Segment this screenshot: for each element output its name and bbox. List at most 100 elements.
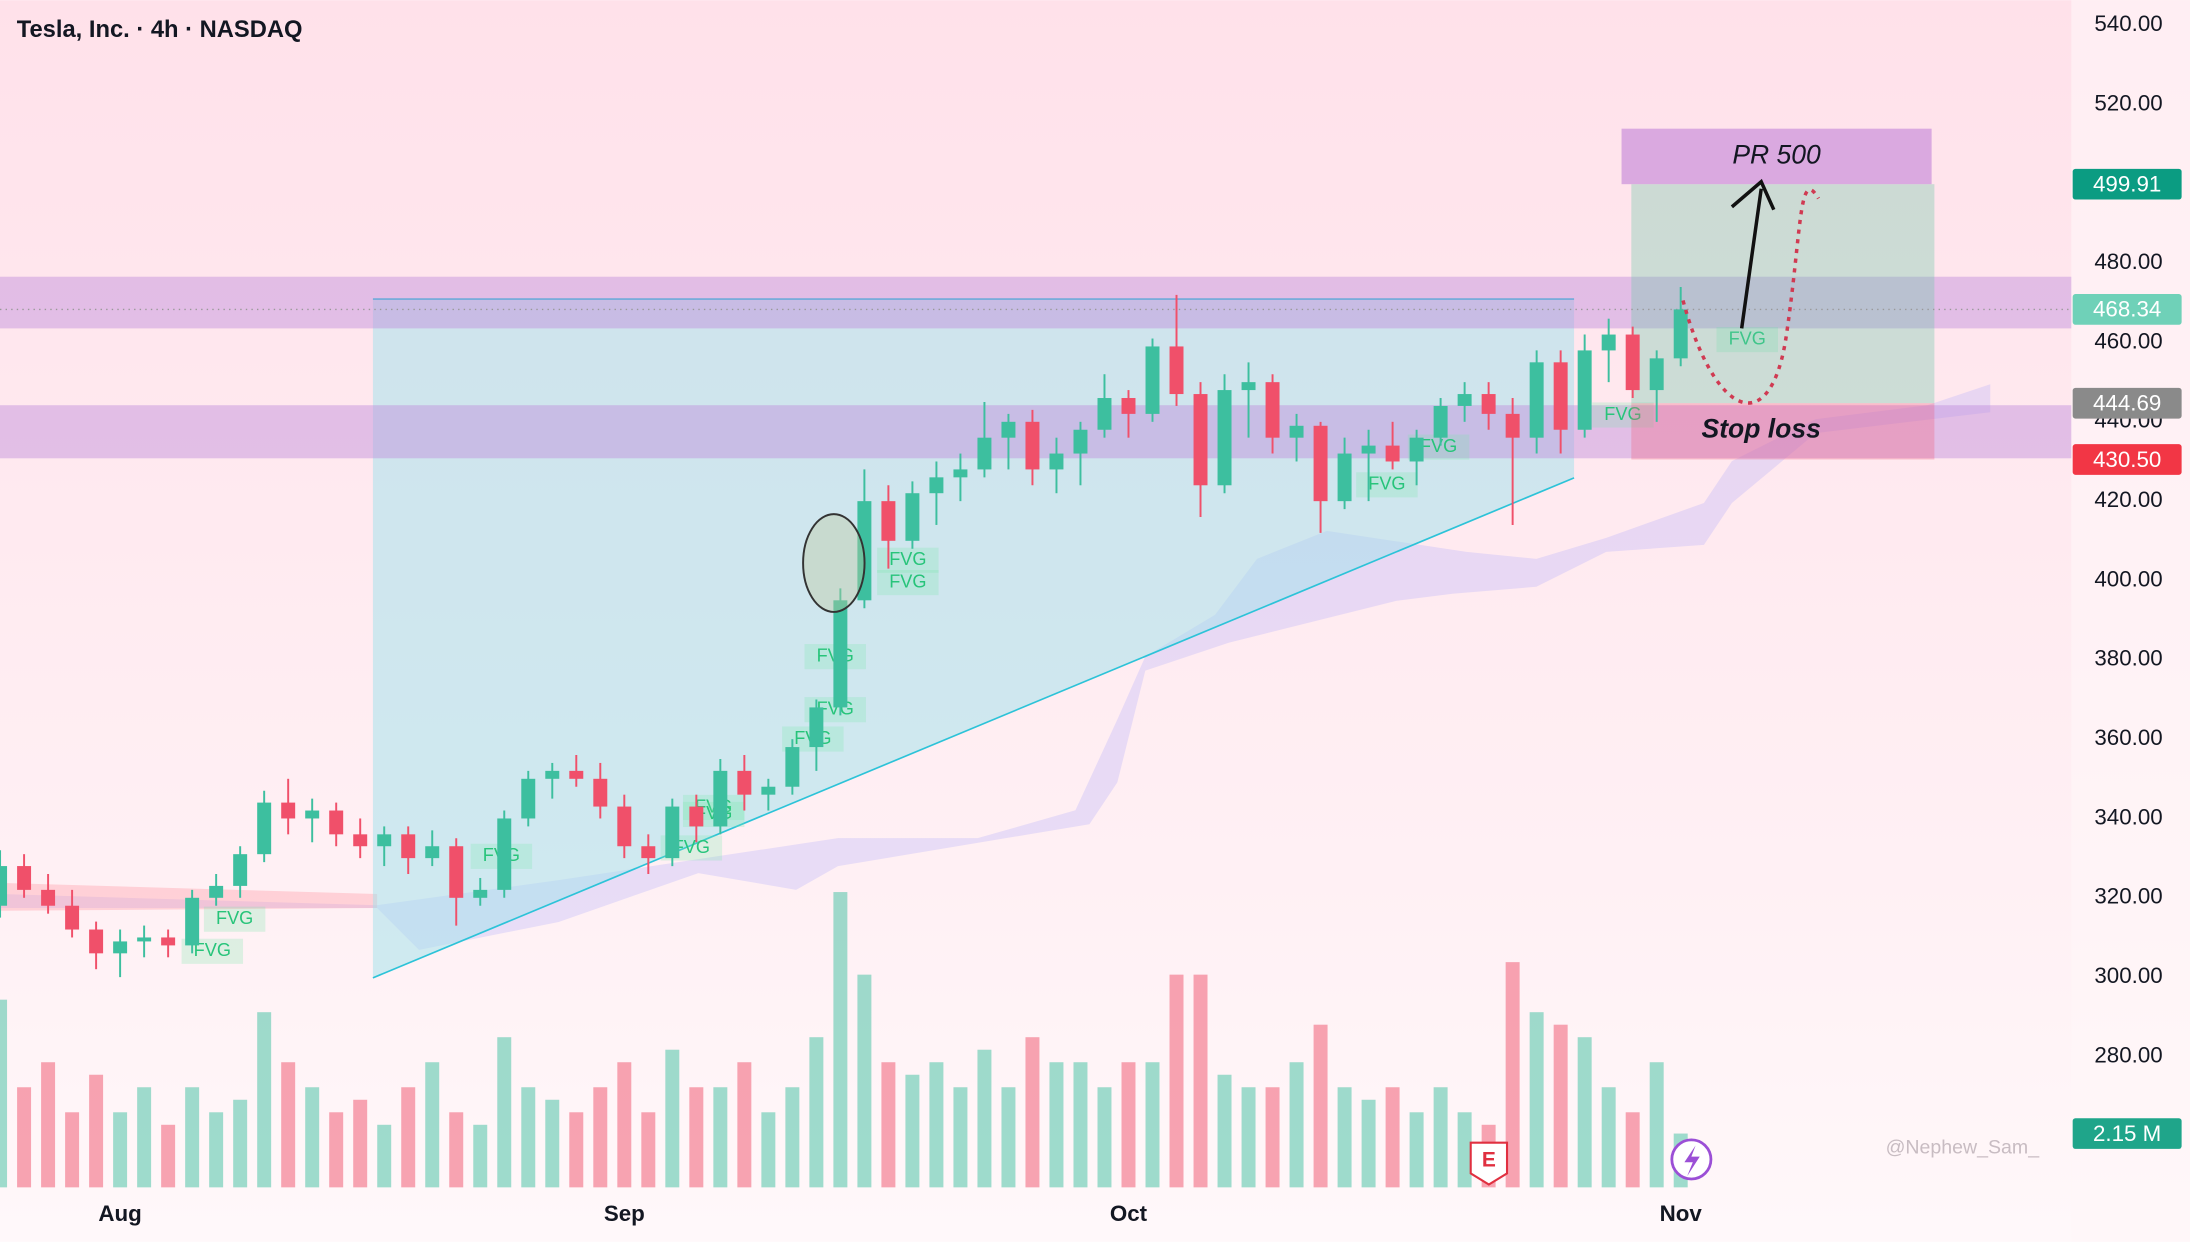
volume-bar [257, 1012, 272, 1188]
volume-bar [1001, 1087, 1016, 1188]
y-tick-label: 280.00 [2094, 1042, 2162, 1067]
volume-bar [1241, 1087, 1256, 1188]
volume-bar [1289, 1062, 1304, 1188]
candle-body [113, 941, 128, 954]
candle-body [977, 437, 992, 470]
volume-bar [665, 1049, 680, 1188]
volume-bar [905, 1074, 920, 1188]
candle-body [137, 937, 152, 942]
volume-bar [209, 1112, 224, 1188]
candle-body [1169, 346, 1184, 395]
candle-body [41, 889, 56, 906]
volume-bar [929, 1062, 944, 1188]
volume-bar [449, 1112, 464, 1188]
earnings-label: E [1482, 1148, 1496, 1171]
volume-bar [113, 1112, 128, 1188]
x-tick-label: Aug [98, 1201, 141, 1226]
candle-body [65, 905, 80, 930]
candle-body [233, 854, 248, 886]
volume-bar [1457, 1112, 1472, 1188]
candle-body [665, 806, 680, 859]
fvg-label: FVG [1729, 328, 1766, 348]
volume-bar [1601, 1087, 1616, 1188]
fvg-label: FVG [889, 549, 926, 569]
price-label-box [2072, 444, 2182, 475]
stop-label: Stop loss [1702, 413, 1821, 443]
volume-bar [1025, 1037, 1040, 1188]
volume-bar [65, 1112, 80, 1188]
volume-bar [881, 1062, 896, 1188]
y-tick-label: 380.00 [2094, 646, 2162, 671]
candle-body [1289, 425, 1304, 438]
volume-bar [521, 1087, 536, 1188]
volume-bar [1553, 1024, 1568, 1188]
cloud-red [0, 882, 378, 911]
price-label: 430.50 [2093, 447, 2161, 472]
candle-body [593, 778, 608, 807]
fvg-label: FVG [1604, 404, 1641, 424]
candle-body [1553, 362, 1568, 430]
volume-bar [1385, 1087, 1400, 1188]
volume-bar [569, 1112, 584, 1188]
candle-body [1001, 421, 1016, 438]
volume-bar [1121, 1062, 1136, 1188]
candle-body [641, 846, 656, 859]
volume-bar [785, 1087, 800, 1188]
candle-body [0, 866, 8, 906]
fvg-box [877, 570, 939, 596]
candle-body [689, 806, 704, 827]
candle-body [1649, 358, 1664, 391]
y-tick-label: 340.00 [2094, 804, 2162, 829]
candle-body [89, 929, 104, 954]
volume-bar [1217, 1074, 1232, 1188]
candle-body [1505, 413, 1520, 438]
volume-bar [329, 1112, 344, 1188]
volume-bar [1265, 1087, 1280, 1188]
candle-body [281, 802, 296, 819]
y-tick-label: 460.00 [2094, 328, 2162, 353]
volume-bar [1193, 974, 1208, 1188]
y-tick-label: 320.00 [2094, 884, 2162, 909]
y-tick-label: 520.00 [2094, 90, 2162, 115]
candle-body [1145, 346, 1160, 414]
fvg-label: FVG [216, 908, 253, 928]
candle-body [1577, 350, 1592, 430]
y-tick-label: 540.00 [2094, 11, 2162, 36]
candle-body [569, 770, 584, 779]
layers: 280.00 300.00 320.00 340.00 360.00 380.00 400.… [0, 11, 2182, 1226]
candle-body [497, 818, 512, 890]
x-tick-label: Oct [1110, 1201, 1148, 1226]
y-tick-label: 400.00 [2094, 566, 2162, 591]
volume-bar [41, 1062, 56, 1188]
volume-bar [473, 1124, 488, 1188]
volume-bar [977, 1049, 992, 1188]
candle-body [1097, 398, 1112, 430]
candle-body [1625, 334, 1640, 391]
volume-bar [497, 1037, 512, 1188]
candle-body [1193, 394, 1208, 486]
candle-body [713, 770, 728, 827]
candle-body [1025, 421, 1040, 470]
candle-body [1433, 405, 1448, 438]
candle-body [161, 937, 176, 946]
volume-bar [161, 1124, 176, 1188]
candle-body [1337, 453, 1352, 502]
candle-body [545, 770, 560, 779]
price-label: 444.69 [2093, 391, 2161, 416]
chart-title: Tesla, Inc. · 4h · NASDAQ [17, 17, 303, 43]
candle-body [1529, 362, 1544, 438]
volume-bar [1409, 1112, 1424, 1188]
y-tick-label: 300.00 [2094, 963, 2162, 988]
y-tick-label: 480.00 [2094, 249, 2162, 274]
volume-bar [593, 1087, 608, 1188]
price-label: 499.91 [2093, 171, 2161, 196]
fvg-box [1356, 472, 1418, 498]
candle-body [617, 806, 632, 847]
volume-bar [545, 1099, 560, 1188]
target-box [1621, 128, 1932, 185]
zone-band [0, 276, 2072, 329]
volume-bar [1625, 1112, 1640, 1188]
price-label-box [2072, 387, 2182, 419]
